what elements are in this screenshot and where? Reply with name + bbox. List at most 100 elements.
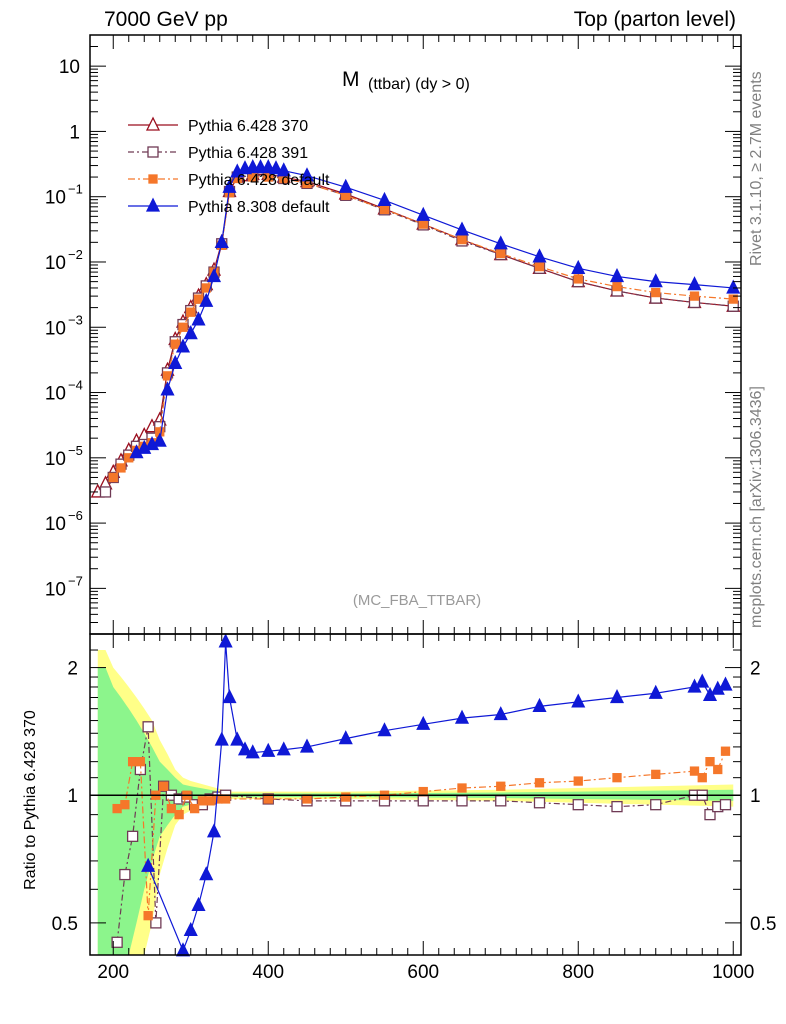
data-point xyxy=(261,159,276,174)
data-point xyxy=(299,738,315,753)
data-point xyxy=(206,268,222,283)
y-tick-exponent: −3 xyxy=(68,312,83,327)
data-point xyxy=(205,796,215,806)
data-point xyxy=(534,778,545,788)
data-point xyxy=(127,757,138,767)
main-title-sub: (ttbar) (dy > 0) xyxy=(368,76,470,93)
data-point xyxy=(178,322,188,332)
data-point xyxy=(189,803,200,814)
data-point xyxy=(152,432,167,447)
rivet-label: Rivet 3.1.10, ≥ 2.7M events xyxy=(748,71,765,266)
data-point xyxy=(379,204,390,215)
header-right: Top (parton level) xyxy=(573,8,736,31)
y-tick-exponent: −1 xyxy=(68,182,83,197)
y-tick-exponent: −7 xyxy=(68,573,83,588)
x-tick-label: 600 xyxy=(407,962,439,983)
legend-entry: Pythia 8.308 default xyxy=(188,199,330,216)
legend-entry: Pythia 6.428 370 xyxy=(188,118,308,135)
x-tick-label: 400 xyxy=(252,962,284,983)
data-point xyxy=(534,261,545,272)
data-point xyxy=(143,911,153,921)
data-point xyxy=(720,746,731,756)
ratio-y-tick-label-right: 0.5 xyxy=(750,914,776,935)
data-point xyxy=(299,167,315,182)
data-point xyxy=(457,234,467,245)
data-point xyxy=(237,741,253,756)
data-point xyxy=(648,684,663,699)
data-point xyxy=(150,917,162,929)
data-point xyxy=(457,783,467,793)
data-point xyxy=(263,794,273,804)
y-tick-label: 10 xyxy=(45,449,66,470)
data-point xyxy=(119,868,131,881)
x-tick-label: 800 xyxy=(562,962,594,983)
ratio-series-pythia-6-428-391 xyxy=(111,721,732,948)
data-point xyxy=(571,693,586,708)
data-point xyxy=(650,799,662,811)
data-point xyxy=(695,673,710,688)
data-point xyxy=(418,786,428,797)
y-tick-label: 10 xyxy=(45,514,66,535)
data-point xyxy=(183,325,198,340)
ratio-uncertainty-bands xyxy=(97,650,734,955)
data-point xyxy=(174,809,184,820)
yellow-band xyxy=(97,650,734,955)
data-point xyxy=(186,307,196,317)
data-point xyxy=(116,463,126,473)
data-point xyxy=(697,773,707,783)
data-point xyxy=(276,162,291,177)
data-point xyxy=(689,291,700,301)
data-point xyxy=(454,221,470,236)
data-point xyxy=(726,279,741,294)
y-tick-exponent: −5 xyxy=(68,443,83,458)
data-point xyxy=(718,676,733,691)
y-tick-exponent: −6 xyxy=(68,508,83,523)
data-point xyxy=(651,287,661,298)
y-tick-label: 10 xyxy=(45,384,66,405)
ratio-series-pythia-8-308-default xyxy=(141,633,733,957)
data-point xyxy=(611,800,623,813)
legend: Pythia 6.428 370 Pythia 6.428 391 Pythia 6… xyxy=(128,116,330,216)
ratio-y-tick-label: 2 xyxy=(67,659,78,680)
data-point xyxy=(687,276,702,291)
data-point xyxy=(496,248,506,259)
legend-entry: Pythia 6.428 391 xyxy=(188,145,308,162)
y-tick-label: 10 xyxy=(59,57,80,78)
series-line xyxy=(116,750,727,916)
y-tick-exponent: −2 xyxy=(68,247,83,262)
data-point xyxy=(206,823,222,838)
data-point xyxy=(175,942,191,957)
data-point xyxy=(213,794,223,804)
ratio-y-tick-label-right: 2 xyxy=(750,659,761,680)
data-point xyxy=(651,769,661,780)
x-tick-label: 1000 xyxy=(712,962,754,983)
data-point xyxy=(166,803,177,814)
y-tick-label: 10 xyxy=(45,188,66,209)
data-point xyxy=(705,757,715,767)
data-point xyxy=(193,294,204,304)
data-point xyxy=(220,794,231,804)
data-point xyxy=(648,273,663,288)
data-point xyxy=(496,781,506,791)
data-point xyxy=(416,206,431,221)
data-point xyxy=(571,259,586,274)
data-point xyxy=(713,764,723,775)
data-point xyxy=(532,697,547,713)
data-point xyxy=(120,800,130,810)
data-point xyxy=(158,781,169,791)
data-point xyxy=(199,292,214,307)
data-point xyxy=(168,354,183,369)
data-point xyxy=(141,857,156,872)
data-point xyxy=(160,381,175,396)
data-point xyxy=(533,797,546,809)
data-point xyxy=(268,160,284,175)
data-point xyxy=(493,235,508,250)
data-point xyxy=(183,921,198,937)
ratio-y-tick-label: 0.5 xyxy=(52,914,78,935)
legend-entry: Pythia 6.428 default xyxy=(188,172,330,189)
header-left: 7000 GeV pp xyxy=(104,8,228,31)
data-point xyxy=(135,757,146,767)
data-point xyxy=(609,268,625,283)
data-point xyxy=(704,808,716,821)
main-title-m: M xyxy=(342,68,360,91)
